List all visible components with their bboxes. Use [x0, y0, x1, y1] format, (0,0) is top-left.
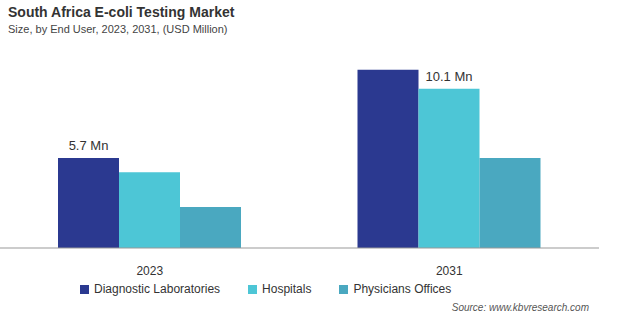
html-text:Source: www.kbvresearch.com: Source: www.kbvresearch.com — [451, 302, 589, 313]
svg-text:5.7 Mn: 5.7 Mn — [69, 138, 109, 153]
svg-text:2023: 2023 — [136, 264, 163, 278]
html-text:Size, by End User, 2023, 2031,: Size, by End User, 2023, 2031, (USD Mill… — [8, 23, 228, 35]
html-text:South Africa E-coli Testing Ma: South Africa E-coli Testing Market — [8, 4, 235, 20]
html-text:Hospitals: Hospitals — [262, 282, 312, 296]
svg-text:2031: 2031 — [436, 264, 463, 278]
svg-text:10.1 Mn: 10.1 Mn — [426, 69, 473, 84]
html-text:Physicians Offices: Physicians Offices — [353, 282, 452, 296]
html-text:Diagnostic Laboratories: Diagnostic Laboratories — [94, 282, 221, 296]
